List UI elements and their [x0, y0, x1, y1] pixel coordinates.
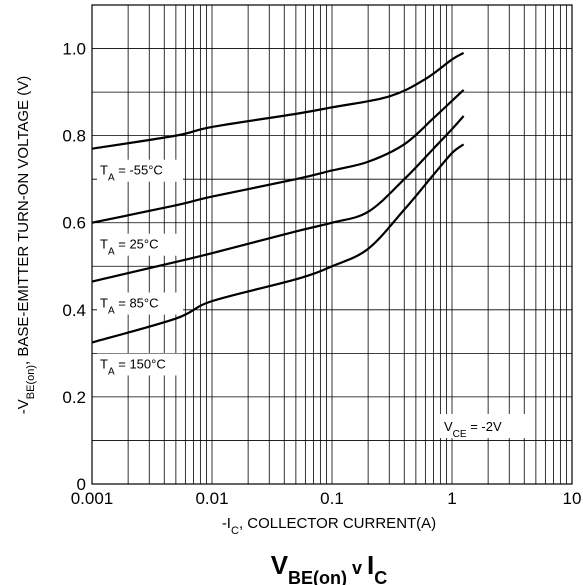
series-label-3: TA = 150°C — [97, 353, 183, 377]
y-tick-label: 0.8 — [62, 127, 86, 146]
chart-title: VBE(on) v IC — [271, 550, 388, 585]
svg-text:TA = 85°C: TA = 85°C — [100, 296, 159, 317]
series-lines — [91, 51, 465, 344]
plot-frame — [91, 4, 573, 485]
x-tick-label: 0.001 — [71, 489, 114, 508]
y-tick-label: 1.0 — [62, 40, 86, 59]
tick-labels: 0.001 0.01 0.1 1 10 0 0.2 0.4 0.6 0.8 1.0 — [62, 40, 581, 508]
y-tick-label: 0.4 — [62, 301, 86, 320]
x-tick-label: 0.1 — [320, 489, 344, 508]
svg-text:VCE = -2V: VCE = -2V — [444, 419, 502, 440]
series-label-2: TA = 85°C — [97, 292, 183, 317]
series-line-2 — [91, 115, 465, 283]
series-line-3 — [91, 143, 465, 344]
series-label-1: TA = 25°C — [97, 233, 183, 258]
svg-text:TA = -55°C: TA = -55°C — [100, 163, 163, 184]
y-tick-label: 0 — [77, 475, 86, 494]
series-label-0: TA = -55°C — [97, 159, 183, 184]
svg-text:TA = 150°C: TA = 150°C — [100, 356, 166, 377]
y-tick-label: 0.2 — [62, 388, 86, 407]
series-labels: TA = -55°C TA = 25°C TA = 85°C TA = 150°C — [97, 159, 183, 377]
series-line-0 — [91, 51, 465, 150]
vce-annotation: VCE = -2V — [440, 414, 532, 440]
y-axis-label: -VBE(on), BASE-EMITTER TURN-ON VOLTAGE (… — [15, 76, 37, 414]
x-axis-label: -IC, COLLECTOR CURRENT(A) — [222, 515, 436, 537]
x-tick-label: 10 — [563, 489, 582, 508]
y-tick-label: 0.6 — [62, 214, 86, 233]
x-tick-label: 1 — [447, 489, 456, 508]
series-line-1 — [91, 89, 465, 224]
x-tick-label: 0.01 — [195, 489, 228, 508]
svg-text:TA = 25°C: TA = 25°C — [100, 237, 159, 258]
grid — [92, 5, 572, 484]
